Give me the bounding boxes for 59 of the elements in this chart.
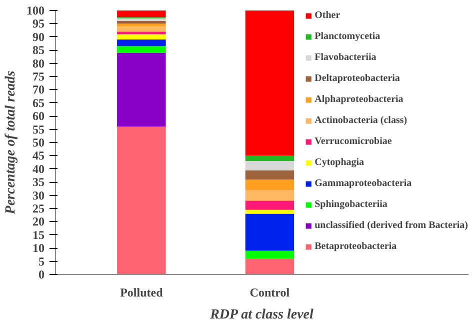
bar <box>245 200 294 210</box>
y-tick-label: 15 <box>32 228 44 242</box>
legend-label: Flavobacteriia <box>314 52 376 63</box>
y-tick-label: 35 <box>32 175 44 190</box>
bar <box>117 46 166 53</box>
bar <box>117 40 166 46</box>
bar <box>117 10 166 18</box>
y-tick-label: 80 <box>32 56 44 70</box>
y-tick-label: 45 <box>32 148 44 163</box>
y-tick-label: 50 <box>32 136 44 150</box>
bar <box>117 52 166 127</box>
y-tick-label: 65 <box>32 96 44 110</box>
legend-label: Betaproteobacteria <box>314 241 397 252</box>
y-tick-label: 10 <box>32 241 44 256</box>
bar <box>245 190 294 201</box>
y-tick-label: 30 <box>32 188 44 202</box>
y-tick-label: 60 <box>32 109 44 124</box>
y-tick-label: 40 <box>32 162 44 176</box>
legend-label: Verrucomicrobiae <box>314 136 392 147</box>
y-tick-label: 100 <box>26 4 44 18</box>
bar <box>117 24 166 26</box>
legend-label: Actinobacteria (class) <box>314 115 408 126</box>
y-tick-label: 75 <box>32 70 44 84</box>
legend-label: Planctomycetia <box>314 31 380 42</box>
bar <box>245 170 294 180</box>
legend-label: Alphaproteobacteria <box>314 94 404 105</box>
bar <box>117 26 166 32</box>
x-tick-label: Control <box>250 286 290 300</box>
bar <box>245 179 294 190</box>
y-tick-label: 90 <box>32 30 44 44</box>
bar <box>117 18 166 22</box>
y-tick-label: 95 <box>32 16 44 31</box>
bar <box>117 34 166 40</box>
bar <box>245 210 294 214</box>
bar <box>245 250 294 259</box>
bar <box>245 156 294 161</box>
y-tick-label: 70 <box>32 82 44 97</box>
y-tick-label: 25 <box>32 202 44 216</box>
y-tick-label: 0 <box>38 268 44 282</box>
y-tick-label: 20 <box>32 214 44 229</box>
y-tick-label: 55 <box>32 122 44 136</box>
x-tick-label: Polluted <box>120 286 164 300</box>
bar <box>117 21 166 24</box>
legend-label: Deltaproteobacteria <box>314 73 400 84</box>
legend-label: unclassified (derived from Bacteria) <box>314 220 468 231</box>
bar <box>245 258 294 274</box>
x-axis-title: RDP at class level <box>209 308 314 322</box>
legend-label: Other <box>314 10 340 21</box>
y-tick-label: 85 <box>32 43 44 58</box>
bar <box>117 32 166 34</box>
legend-label: Cytophagia <box>314 157 364 168</box>
bar <box>245 214 294 251</box>
y-axis-title: Percentage of total reads <box>4 70 18 214</box>
bar <box>117 126 166 274</box>
y-tick-label: 5 <box>38 254 44 268</box>
legend-label: Gammaproteobacteria <box>314 178 412 189</box>
bar <box>245 160 294 170</box>
legend-label: Sphingobacteriia <box>314 199 388 210</box>
bar <box>245 10 294 156</box>
